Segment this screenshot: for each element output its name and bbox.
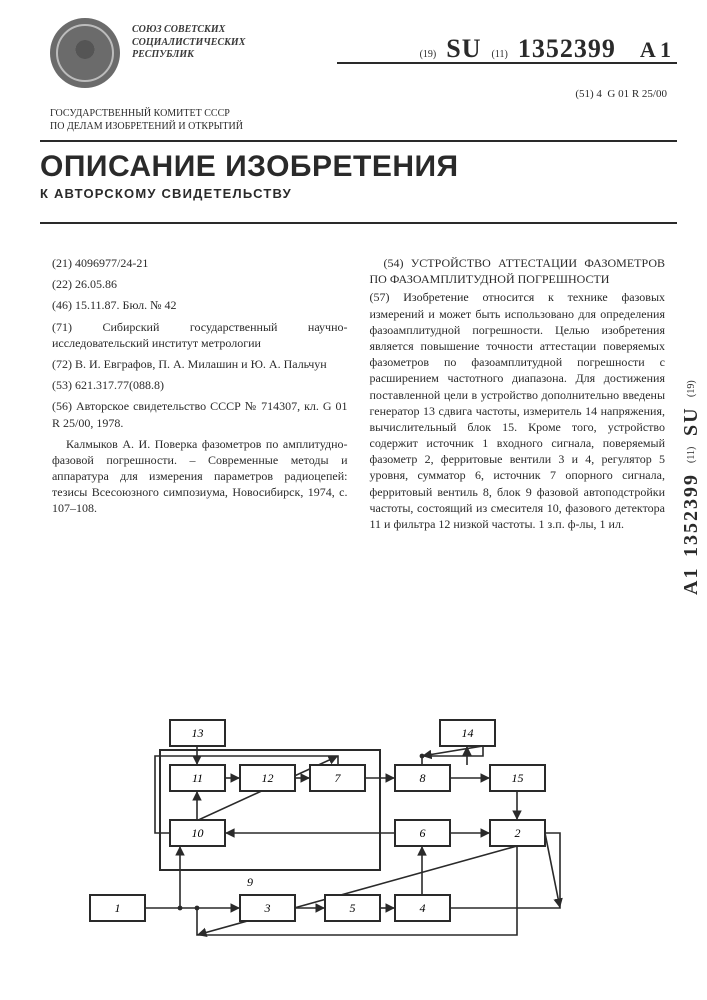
- invention-title: (54) УСТРОЙСТВО АТТЕСТАЦИИ ФАЗОМЕТРОВ ПО…: [370, 255, 666, 287]
- svg-text:6: 6: [420, 826, 426, 840]
- doc-subtitle: К АВТОРСКОМУ СВИДЕТЕЛЬСТВУ: [40, 186, 459, 201]
- svg-text:8: 8: [420, 771, 426, 785]
- ipc-value: G 01 R 25/00: [607, 88, 667, 100]
- svg-text:1: 1: [115, 901, 121, 915]
- svg-text:9: 9: [247, 875, 253, 889]
- rule-1: [40, 140, 677, 142]
- ipc-class: (51) 4 G 01 R 25/00: [575, 88, 667, 100]
- field-46: (46) 15.11.87. Бюл. № 42: [52, 297, 348, 313]
- su-prefix-label: (19): [420, 49, 437, 60]
- side-su: SU: [680, 407, 703, 437]
- side-number: 1352399: [680, 473, 703, 557]
- kind-code: A 1: [640, 37, 671, 63]
- svg-text:2: 2: [515, 826, 521, 840]
- side-publication-code: A1 1352399 (11) SU (19): [680, 380, 703, 595]
- committee-name: ГОСУДАРСТВЕННЫЙ КОМИТЕТ СССР ПО ДЕЛАМ ИЗ…: [50, 108, 677, 133]
- abstract-body: (57) Изобретение относится к технике фаз…: [370, 289, 666, 532]
- svg-text:11: 11: [192, 771, 203, 785]
- publication-number-block: (19) SU (11) 1352399 A 1: [420, 18, 677, 64]
- pub-underline: [337, 62, 677, 64]
- bibliography-columns: (21) 4096977/24-21 (22) 26.05.86 (46) 15…: [52, 255, 665, 534]
- citation-text: Калмыков А. И. Поверка фазометров по амп…: [52, 436, 348, 517]
- field-71: (71) Сибирский государственный научно-ис…: [52, 319, 348, 351]
- doc-number: 1352399: [518, 34, 616, 64]
- svg-text:15: 15: [512, 771, 524, 785]
- right-column: (54) УСТРОЙСТВО АТТЕСТАЦИИ ФАЗОМЕТРОВ ПО…: [370, 255, 666, 534]
- state-emblem: [50, 18, 120, 88]
- doc-title: ОПИСАНИЕ ИЗОБРЕТЕНИЯ: [40, 150, 459, 184]
- ipc-label: (51) 4: [575, 88, 602, 100]
- svg-text:3: 3: [264, 901, 271, 915]
- field-22: (22) 26.05.86: [52, 276, 348, 292]
- rule-2: [40, 222, 677, 224]
- union-name: СОЮЗ СОВЕТСКИХ СОЦИАЛИСТИЧЕСКИХ РЕСПУБЛИ…: [132, 18, 245, 62]
- svg-text:5: 5: [350, 901, 356, 915]
- country-code: SU: [446, 34, 481, 64]
- block-diagram: 913111278141510621354: [60, 720, 620, 970]
- left-column: (21) 4096977/24-21 (22) 26.05.86 (46) 15…: [52, 255, 348, 534]
- side-num-label: (11): [686, 446, 697, 462]
- field-56: (56) Авторское свидетельство СССР № 7143…: [52, 398, 348, 430]
- svg-text:13: 13: [192, 726, 204, 740]
- field-53: (53) 621.317.77(088.8): [52, 377, 348, 393]
- num-prefix-label: (11): [492, 49, 508, 60]
- side-kind: A1: [680, 567, 703, 595]
- field-72: (72) В. И. Евграфов, П. А. Милашин и Ю. …: [52, 356, 348, 372]
- svg-text:7: 7: [335, 771, 342, 785]
- side-su-label: (19): [686, 380, 697, 397]
- field-21: (21) 4096977/24-21: [52, 255, 348, 271]
- svg-text:14: 14: [462, 726, 474, 740]
- svg-text:4: 4: [420, 901, 426, 915]
- svg-text:10: 10: [192, 826, 204, 840]
- svg-text:12: 12: [262, 771, 274, 785]
